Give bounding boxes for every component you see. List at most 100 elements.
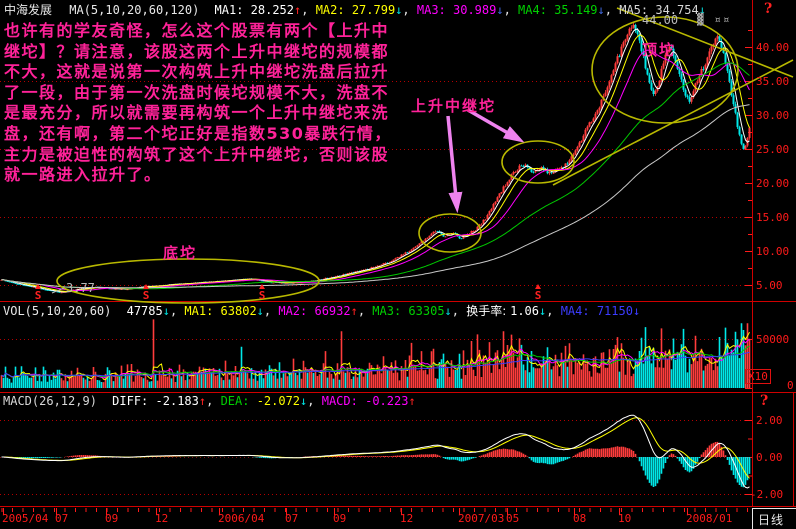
macd-axis-label: -2.00	[750, 488, 784, 501]
down-arrow-icon: ↓	[632, 304, 641, 318]
tuo-annotation-label: 上升中继坨	[411, 97, 497, 115]
annotation-line: 也许有的学友奇怪，怎么这个股票有两个【上升中	[4, 21, 390, 40]
annotation-line: 继坨】？请注意，该股这两个上升中继坨的规模都	[4, 41, 390, 61]
indicator-value: 47785↓	[126, 304, 170, 318]
main-indicator-bar: 中海发展 MA(5,10,20,60,120) MA1: 28.252↑, MA…	[4, 1, 706, 18]
up-arrow-icon: ↑	[198, 394, 207, 408]
separator: ,	[169, 304, 185, 318]
separator: ,	[263, 304, 279, 318]
down-arrow-icon: ↓	[444, 304, 452, 318]
svg-text:S: S	[535, 289, 542, 302]
help-button-macd[interactable]: ?	[760, 393, 769, 409]
indicator-value: MA5: 34.754↓	[619, 3, 706, 17]
price-axis-label: 15.00	[756, 211, 790, 224]
time-axis-label[interactable]: 12	[155, 512, 169, 525]
down-arrow-icon: ↓	[162, 304, 170, 318]
separator: ,	[546, 304, 561, 318]
indicator-value: MA1: 28.252↑	[214, 3, 302, 17]
price-axis-label: 40.00	[756, 41, 790, 54]
down-arrow-icon: ↓	[300, 394, 308, 408]
time-axis-label[interactable]: 05	[506, 512, 520, 525]
annotation-line: 就一路进入拉升了。	[4, 165, 162, 185]
price-axis-label: 25.00	[756, 143, 790, 156]
indicator-value: DIFF: -2.183↑	[112, 394, 207, 408]
volume-multiplier-badge: X10	[745, 369, 771, 384]
macd-axis-label: 2.00	[756, 414, 783, 427]
down-arrow-icon: ↓	[256, 304, 264, 318]
indicator-value: MA1: 63802↓	[184, 304, 264, 318]
down-arrow-icon: ↓	[698, 3, 706, 17]
svg-text:S: S	[259, 289, 266, 302]
annotation-text: 也许有的学友奇怪，怎么这个股票有两个【上升中 继坨】？请注意，该股这两个上升中继坨…	[4, 21, 392, 186]
indicator-value: MA3: 30.989↓	[416, 3, 504, 17]
help-button-main[interactable]: ?	[764, 1, 773, 17]
down-arrow-icon: ↓	[597, 3, 605, 17]
price-axis-label: 5.00	[756, 279, 783, 292]
price-axis-label: 20.00	[756, 177, 790, 190]
ma-values: MA1: 28.252↑, MA2: 27.799↓, MA3: 30.989↓…	[215, 3, 706, 17]
time-axis-label[interactable]: 07	[285, 512, 299, 525]
indicator-value: MA4: 71150↓	[560, 304, 641, 318]
tuo-annotation-label: 顶坨	[642, 41, 677, 59]
down-arrow-icon: ↓	[539, 304, 547, 318]
down-arrow-icon: ↓	[395, 3, 403, 17]
time-axis-label[interactable]: 2006/04	[218, 512, 265, 525]
volume-indicator-bar: VOL(5,10,20,60) 47785↓, MA1: 63802↓, MA2…	[3, 302, 640, 319]
indicator-value: MA2: 66932↑	[278, 304, 358, 318]
separator: ,	[301, 3, 316, 17]
tuo-annotation-label: 底坨	[163, 244, 198, 262]
separator: ,	[206, 394, 221, 408]
separator: ,	[307, 394, 322, 408]
annotation-line: 主力是被迫性的构筑了这个上升中继坨，否则该股	[4, 144, 390, 164]
time-axis-label[interactable]: 2005/04	[2, 512, 49, 525]
price-axis-label: 35.00	[756, 75, 790, 88]
time-axis-label[interactable]: 08	[573, 512, 587, 525]
svg-text:S: S	[143, 289, 150, 302]
time-axis-label[interactable]: 09	[105, 512, 119, 525]
stock-name: 中海发展	[4, 3, 53, 17]
price-marker-label: 44.00	[642, 13, 679, 27]
price-axis-label: 10.00	[756, 245, 790, 258]
price-axis-label: 30.00	[756, 109, 790, 122]
indicator-value: DEA: -2.072↓	[220, 394, 308, 408]
up-arrow-icon: ↑	[294, 3, 302, 17]
vol-params: VOL(5,10,20,60)	[3, 304, 112, 318]
annotation-line: 盘，还有啊，第二个坨正好是指数530暴跌行情，	[4, 123, 392, 143]
macd-params: MACD(26,12,9)	[3, 394, 97, 408]
annotation-line: 了一段，由于第一次洗盘时候坨规模不大，洗盘不	[4, 82, 390, 102]
volume-axis-zero: 0	[787, 379, 794, 392]
pattern-icons: ▓ ¤¤	[697, 13, 732, 26]
separator: ,	[451, 304, 467, 318]
time-axis-label[interactable]: 2007/03	[458, 512, 505, 525]
indicator-value: MA2: 27.799↓	[315, 3, 403, 17]
up-arrow-icon: ↑	[350, 304, 358, 318]
separator: ,	[503, 3, 519, 17]
indicator-value: MA3: 63305↓	[372, 304, 452, 318]
macd-axis-label: 0.00	[756, 451, 783, 464]
time-axis-label[interactable]: 2008/01	[686, 512, 733, 525]
time-axis-label[interactable]: 12	[400, 512, 414, 525]
price-marker-label: 3.77	[66, 281, 95, 295]
vol-values: 47785↓, MA1: 63802↓, MA2: 66932↑, MA3: 6…	[127, 304, 641, 318]
indicator-value: MACD: -0.223↑	[321, 394, 416, 408]
separator: ,	[357, 304, 373, 318]
down-arrow-icon: ↓	[496, 3, 504, 17]
macd-values: DIFF: -2.183↑, DEA: -2.072↓, MACD: -0.22…	[112, 394, 416, 408]
separator: ,	[402, 3, 417, 17]
annotation-line: 是最充分，所以就需要再构筑一个上升中继坨来洗	[4, 103, 390, 123]
indicator-value: 换手率: 1.06↓	[466, 304, 547, 318]
macd-indicator-bar: MACD(26,12,9) DIFF: -2.183↑, DEA: -2.072…	[3, 394, 416, 408]
annotation-line: 不大，这就是说第一次构筑上升中继坨洗盘后拉升	[4, 62, 390, 82]
up-arrow-icon: ↑	[408, 394, 416, 408]
time-axis-label[interactable]: 09	[333, 512, 347, 525]
time-axis-label[interactable]: 07	[55, 512, 69, 525]
time-axis-label[interactable]: 10	[618, 512, 632, 525]
indicator-value: MA4: 35.149↓	[518, 3, 605, 17]
svg-text:S: S	[35, 289, 42, 302]
volume-axis-max: 50000	[756, 333, 790, 346]
ma-params: MA(5,10,20,60,120)	[69, 3, 200, 17]
period-selector-daily[interactable]: 日线	[758, 513, 785, 527]
separator: ,	[604, 3, 620, 17]
